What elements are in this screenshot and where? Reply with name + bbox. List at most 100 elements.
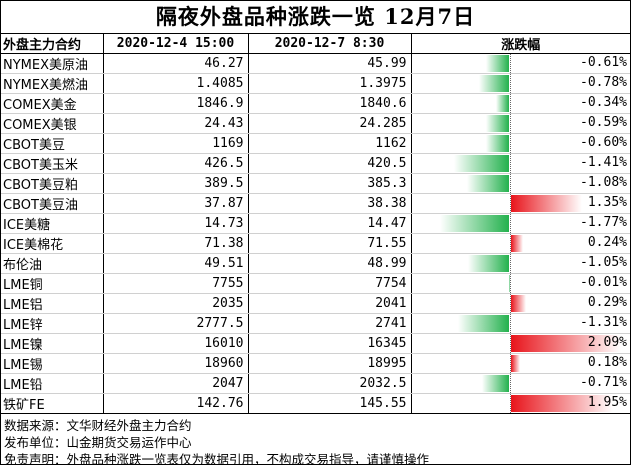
change-bar bbox=[510, 235, 524, 252]
price-curr: 1.3975 bbox=[248, 73, 412, 94]
zero-axis bbox=[509, 154, 511, 173]
table-row: ICE美棉花 71.38 71.55 0.24% bbox=[1, 233, 630, 254]
note-disclaimer: 免责声明：外盘品种涨跌一览表仅为数据引用，不构成交易指导，请谨慎操作 bbox=[4, 452, 430, 465]
change-bar bbox=[510, 195, 582, 212]
contract-name: ICE美糖 bbox=[1, 213, 104, 234]
price-curr: 38.38 bbox=[248, 193, 412, 214]
price-curr: 14.47 bbox=[248, 213, 412, 234]
change-cell: -0.71% bbox=[411, 373, 630, 394]
contract-name: CBOT美豆粕 bbox=[1, 173, 104, 194]
price-prev: 37.87 bbox=[103, 193, 249, 214]
zero-axis bbox=[509, 194, 511, 213]
price-prev: 16010 bbox=[103, 333, 249, 354]
price-prev: 18960 bbox=[103, 353, 249, 374]
zero-axis bbox=[509, 394, 511, 413]
change-cell: -0.78% bbox=[411, 73, 630, 94]
price-curr: 1162 bbox=[248, 133, 412, 154]
table-row: CBOT美玉米 426.5 420.5 -1.41% bbox=[1, 153, 630, 174]
change-percent: -1.31% bbox=[580, 315, 627, 330]
change-cell: -0.61% bbox=[411, 53, 630, 74]
change-bar bbox=[496, 95, 510, 112]
price-prev: 46.27 bbox=[103, 53, 249, 74]
table-row: LME锡 18960 18995 0.18% bbox=[1, 353, 630, 374]
change-percent: 1.95% bbox=[587, 395, 627, 410]
table-row: LME锌 2777.5 2741 -1.31% bbox=[1, 313, 630, 334]
table-row: LME铅 2047 2032.5 -0.71% bbox=[1, 373, 630, 394]
zero-axis bbox=[509, 314, 511, 333]
price-prev: 7755 bbox=[103, 273, 249, 294]
change-bar bbox=[485, 135, 510, 152]
change-cell: -1.77% bbox=[411, 213, 630, 234]
note-source: 数据来源：文华财经外盘主力合约 bbox=[4, 418, 192, 433]
change-bar bbox=[510, 335, 621, 352]
table-row: CBOT美豆粕 389.5 385.3 -1.08% bbox=[1, 173, 630, 194]
quotes-table: 外盘主力合约 2020-12-4 15:00 2020-12-7 8:30 涨跌… bbox=[1, 34, 630, 414]
change-percent: 0.18% bbox=[587, 355, 627, 370]
price-curr: 18995 bbox=[248, 353, 412, 374]
change-cell: -0.59% bbox=[411, 113, 630, 134]
contract-name: LME铜 bbox=[1, 273, 104, 294]
price-curr: 24.285 bbox=[248, 113, 412, 134]
sheet-title: 隔夜外盘品种涨跌一览 12月7日 bbox=[1, 1, 630, 34]
price-curr: 385.3 bbox=[248, 173, 412, 194]
zero-axis bbox=[509, 74, 511, 93]
zero-axis bbox=[509, 134, 511, 153]
table-row: 布伦油 49.51 48.99 -1.05% bbox=[1, 253, 630, 274]
change-percent: -1.05% bbox=[580, 255, 627, 270]
change-cell: 1.35% bbox=[411, 193, 630, 214]
change-percent: -0.61% bbox=[580, 55, 627, 70]
change-bar bbox=[508, 275, 510, 292]
table-row: COMEX美银 24.43 24.285 -0.59% bbox=[1, 113, 630, 134]
change-percent: -0.60% bbox=[580, 135, 627, 150]
header-curr-time: 2020-12-7 8:30 bbox=[248, 34, 412, 54]
zero-axis bbox=[509, 374, 511, 393]
contract-name: CBOT美玉米 bbox=[1, 153, 104, 174]
price-prev: 49.51 bbox=[103, 253, 249, 274]
zero-axis bbox=[509, 254, 511, 273]
price-prev: 426.5 bbox=[103, 153, 249, 174]
contract-name: LME铅 bbox=[1, 373, 104, 394]
change-cell: 0.29% bbox=[411, 293, 630, 314]
table-row: NYMEX美原油 46.27 45.99 -0.61% bbox=[1, 53, 630, 74]
change-cell: 0.18% bbox=[411, 353, 630, 374]
contract-name: LME铝 bbox=[1, 293, 104, 314]
contract-name: 铁矿FE bbox=[1, 393, 104, 414]
contract-name: NYMEX美原油 bbox=[1, 53, 104, 74]
change-bar bbox=[481, 375, 510, 392]
price-prev: 389.5 bbox=[103, 173, 249, 194]
price-curr: 45.99 bbox=[248, 53, 412, 74]
price-curr: 48.99 bbox=[248, 253, 412, 274]
change-percent: -0.71% bbox=[580, 375, 627, 390]
change-bar bbox=[486, 115, 510, 132]
contract-name: CBOT美豆 bbox=[1, 133, 104, 154]
change-percent: 2.09% bbox=[587, 335, 627, 350]
price-prev: 1169 bbox=[103, 133, 249, 154]
table-row: COMEX美金 1846.9 1840.6 -0.34% bbox=[1, 93, 630, 114]
footnotes: 数据来源：文华财经外盘主力合约 发布单位：山金期货交易运作中心 免责声明：外盘品… bbox=[1, 414, 630, 465]
change-bar bbox=[440, 215, 510, 232]
quotes-body: NYMEX美原油 46.27 45.99 -0.61% NYMEX美燃油 1.4085 1.… bbox=[1, 53, 630, 414]
change-percent: -0.34% bbox=[580, 95, 627, 110]
contract-name: CBOT美豆油 bbox=[1, 193, 104, 214]
contract-name: COMEX美金 bbox=[1, 93, 104, 114]
change-percent: -0.59% bbox=[580, 115, 627, 130]
change-cell: -0.60% bbox=[411, 133, 630, 154]
change-bar bbox=[510, 355, 520, 372]
change-cell: 2.09% bbox=[411, 333, 630, 354]
contract-name: ICE美棉花 bbox=[1, 233, 104, 254]
change-cell: 0.24% bbox=[411, 233, 630, 254]
change-cell: -1.05% bbox=[411, 253, 630, 274]
zero-axis bbox=[509, 354, 511, 373]
price-prev: 24.43 bbox=[103, 113, 249, 134]
zero-axis bbox=[509, 334, 511, 353]
table-row: ICE美糖 14.73 14.47 -1.77% bbox=[1, 213, 630, 234]
change-bar bbox=[468, 255, 510, 272]
change-percent: -1.08% bbox=[580, 175, 627, 190]
zero-axis bbox=[509, 214, 511, 233]
table-row: NYMEX美燃油 1.4085 1.3975 -0.78% bbox=[1, 73, 630, 94]
change-bar bbox=[485, 55, 510, 72]
price-prev: 2047 bbox=[103, 373, 249, 394]
price-curr: 2041 bbox=[248, 293, 412, 314]
header-prev-time: 2020-12-4 15:00 bbox=[103, 34, 249, 54]
